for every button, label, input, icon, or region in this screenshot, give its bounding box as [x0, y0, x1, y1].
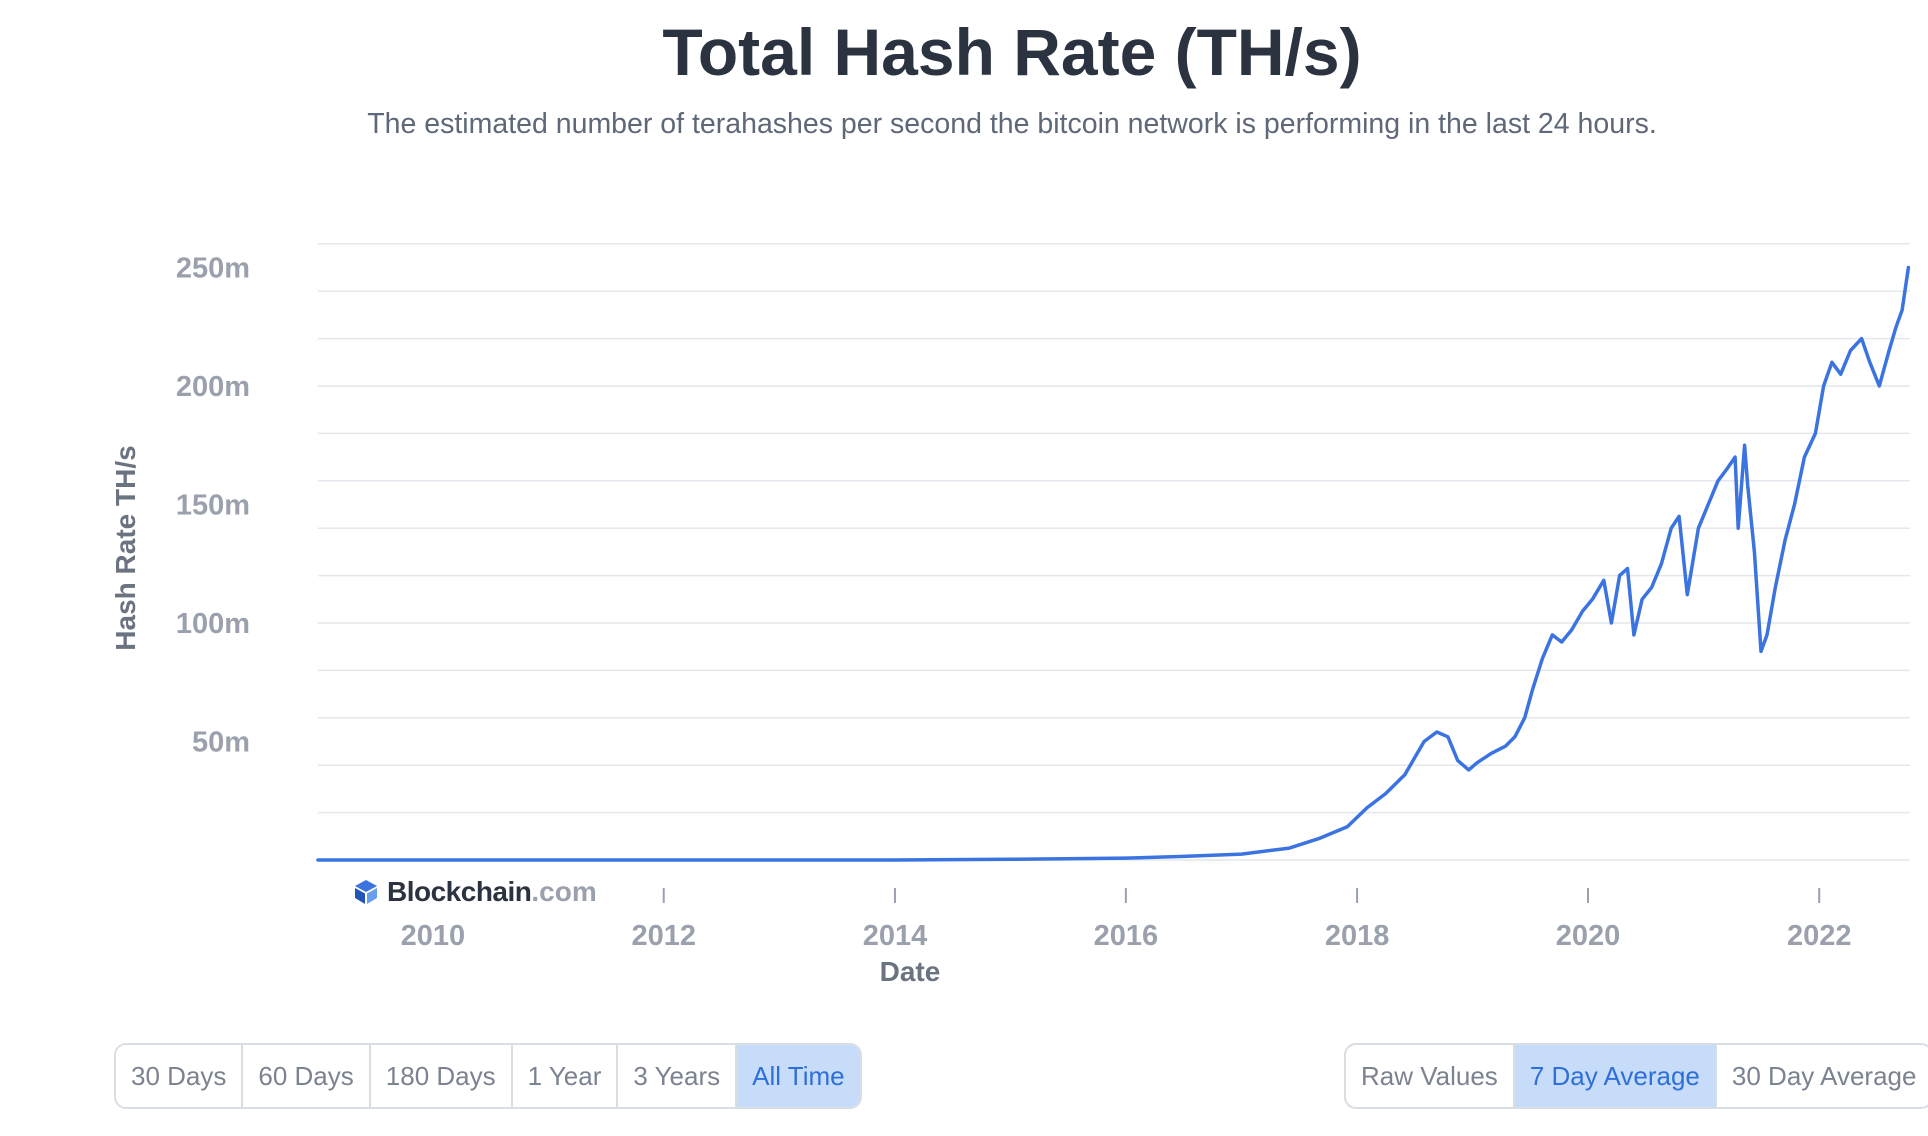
y-tick-label: 50m	[192, 727, 250, 759]
grid-lines	[318, 243, 1910, 861]
x-tick-label: 2012	[631, 920, 696, 952]
y-tick-label: 100m	[176, 608, 250, 640]
x-tick-label: 2020	[1556, 920, 1621, 952]
y-tick-label: 150m	[176, 490, 250, 522]
range-180-days-button[interactable]: 180 Days	[371, 1045, 513, 1107]
chart-title: Total Hash Rate (TH/s)	[662, 15, 1362, 89]
blockchain-cube-icon	[355, 880, 377, 904]
x-tick-label: 2018	[1325, 920, 1390, 952]
range-30-days-button[interactable]: 30 Days	[116, 1045, 244, 1107]
brand-suffix: .com	[531, 876, 597, 907]
30-day-average-button[interactable]: 30 Day Average	[1731, 1061, 1917, 1091]
range-1-year-button[interactable]: 1 Year	[513, 1045, 619, 1107]
x-tick-label: 2016	[1094, 920, 1159, 952]
brand-logo: Blockchain .com	[353, 876, 597, 908]
chart-subtitle: The estimated number of terahashes per s…	[367, 108, 1657, 140]
x-tick-label: 2022	[1787, 920, 1852, 952]
hash-rate-chart: 50m 100m 150m 200m 250m 2010 2012 2014 2016 2018…	[110, 243, 1911, 987]
brand-name: Blockchain	[387, 876, 532, 907]
x-axis-title: Date	[880, 956, 941, 987]
x-tick-label: 2010	[401, 920, 466, 952]
y-tick-label: 200m	[176, 371, 250, 403]
range-all-time-button[interactable]: All Time	[737, 1045, 860, 1107]
x-ticks: 2010 2012 2014 2016 2018 2020 2022	[401, 888, 1852, 952]
x-tick-label: 2014	[863, 920, 928, 952]
range-60-days-button[interactable]: 60 Days	[243, 1045, 371, 1107]
time-range-selector: 30 Days 60 Days 180 Days 1 Year 3 Years …	[114, 1043, 862, 1109]
7-day-average-button[interactable]: 7 Day Average	[1514, 1045, 1717, 1107]
range-3-years-button[interactable]: 3 Years	[618, 1045, 738, 1107]
averaging-selector: Raw Values 7 Day Average 30 Day Average	[1344, 1043, 1928, 1109]
raw-values-button[interactable]: Raw Values	[1346, 1045, 1515, 1107]
series-line-hash-rate	[316, 265, 1911, 862]
y-tick-label: 250m	[176, 253, 250, 285]
y-axis-title: Hash Rate TH/s	[110, 445, 141, 650]
y-tick-labels: 50m 100m 150m 200m 250m	[176, 253, 250, 759]
